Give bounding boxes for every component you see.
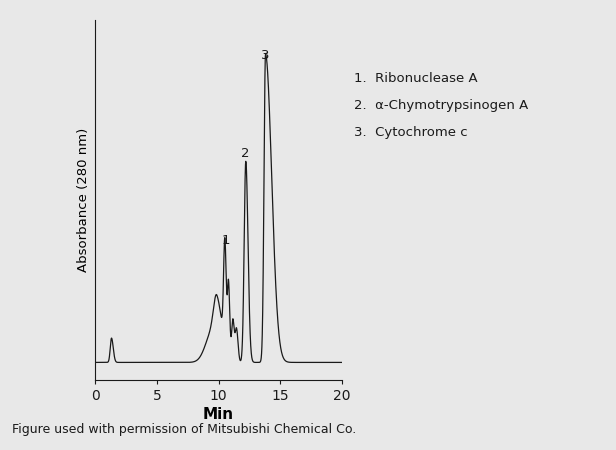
Text: 3: 3 <box>261 50 269 63</box>
Text: 3.  Cytochrome c: 3. Cytochrome c <box>354 126 468 139</box>
Text: 2.  α-Chymotrypsinogen A: 2. α-Chymotrypsinogen A <box>354 99 529 112</box>
Text: Figure used with permission of Mitsubishi Chemical Co.: Figure used with permission of Mitsubish… <box>12 423 357 436</box>
X-axis label: Min: Min <box>203 407 234 423</box>
Text: 1.  Ribonuclease A: 1. Ribonuclease A <box>354 72 478 85</box>
Y-axis label: Absorbance (280 nm): Absorbance (280 nm) <box>77 128 90 272</box>
Text: 2: 2 <box>241 147 249 160</box>
Text: 1: 1 <box>221 234 230 248</box>
